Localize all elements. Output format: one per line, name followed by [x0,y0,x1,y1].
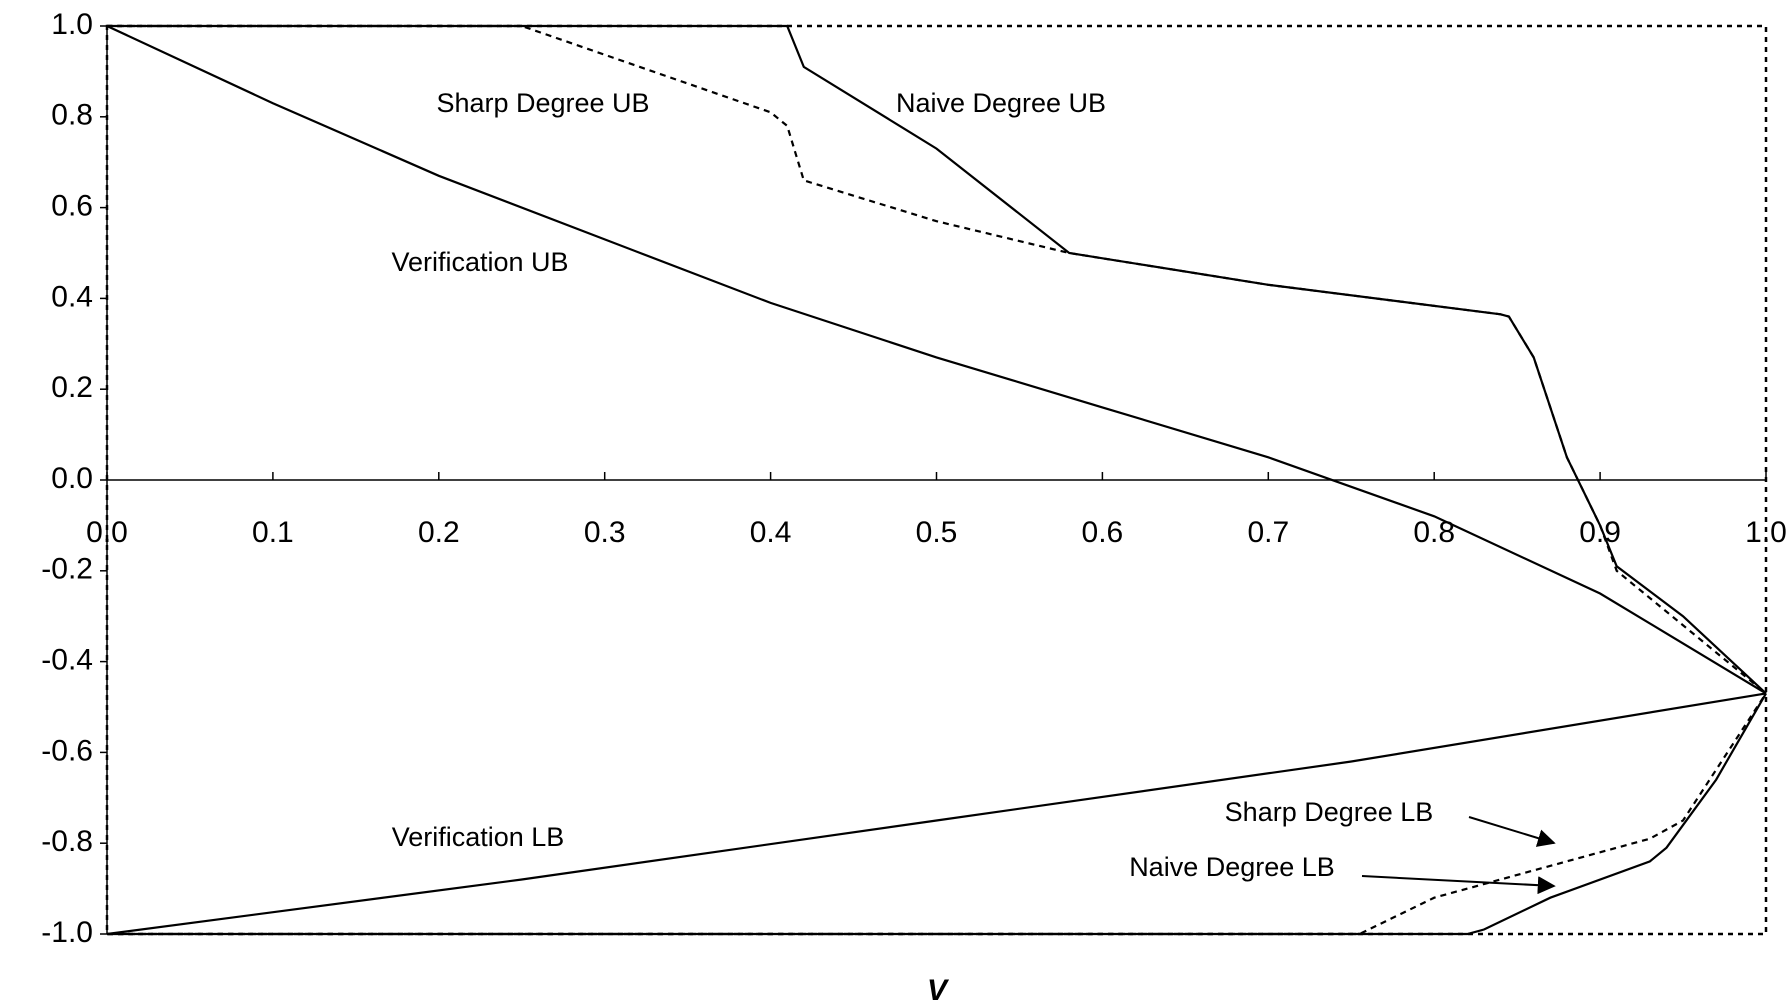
x-tick-label: 0.8 [1413,516,1455,549]
x-tick-label: 0.5 [916,516,958,549]
y-tick-label: 0.6 [51,190,93,223]
series-line [107,24,1767,695]
annotation-arrow [1361,875,1556,895]
x-tick-label: 0.4 [750,516,792,549]
x-tick-label: 0.1 [252,516,294,549]
x-tick-label: 0.0 [86,516,128,549]
x-tick-label: 0.6 [1082,516,1124,549]
y-tick-label: -0.6 [41,734,93,767]
y-tick-label: -0.2 [41,553,93,586]
series-label: Sharp Degree LB [1225,797,1434,827]
x-axis-label: V [927,974,950,1007]
series-label: Verification LB [392,822,565,852]
y-tick-label: 1.0 [51,8,93,41]
x-tick-label: 0.9 [1579,516,1621,549]
y-tick-label: 0.2 [51,371,93,404]
series-line [107,24,1767,695]
series-label: Naive Degree LB [1129,852,1335,882]
series-label: Naive Degree UB [896,88,1106,118]
x-tick-label: 0.3 [584,516,626,549]
y-tick-label: -0.8 [41,825,93,858]
y-tick-label: -0.4 [41,644,93,677]
series-label: Verification UB [391,247,568,277]
y-tick-label: 0.8 [51,99,93,132]
y-tick-label: 0.4 [51,280,93,313]
series-line [106,692,1767,936]
x-tick-label: 1.0 [1745,516,1787,549]
y-tick-label: -1.0 [41,916,93,949]
y-tick-label: 0.0 [51,462,93,495]
series-line [107,692,1767,936]
x-tick-label: 0.7 [1247,516,1289,549]
annotation-arrow [1468,816,1556,847]
series-label: Sharp Degree UB [436,88,649,118]
series-line [106,25,1767,695]
x-tick-label: 0.2 [418,516,460,549]
series-line [107,692,1767,936]
